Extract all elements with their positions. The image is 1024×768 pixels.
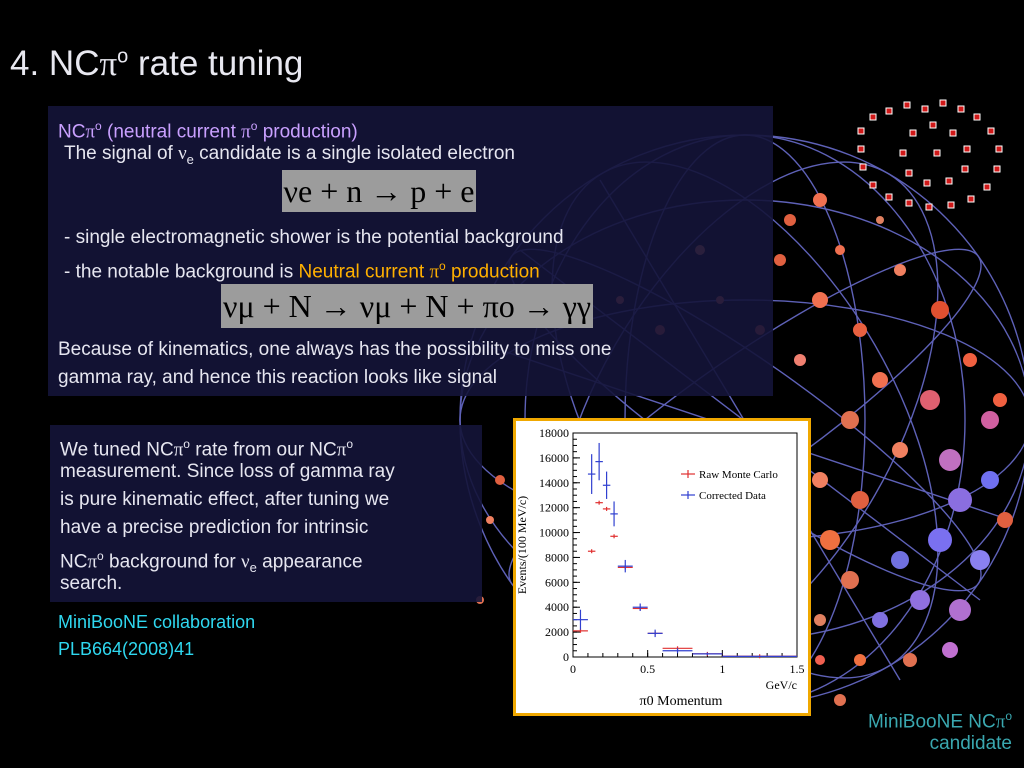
y-tick-label: 10000 [539, 526, 569, 540]
y-tick-label: 18000 [539, 426, 569, 440]
plot-frame [572, 432, 798, 658]
kinematics-line-2: gamma ray, and hence this reaction looks… [58, 367, 497, 388]
tuning-line-4: have a precise prediction for intrinsic [60, 517, 369, 538]
y-axis-label: Events/(100 MeV/c) [516, 496, 529, 594]
signal-line: The signal of νe candidate is a single i… [64, 143, 515, 167]
x-axis-unit: GeV/c [766, 678, 797, 692]
citation-collaboration: MiniBooNE collaboration [58, 612, 256, 632]
explanation-box [48, 106, 773, 396]
tuning-line-6: search. [60, 573, 123, 594]
tuning-line-3: is pure kinematic effect, after tuning w… [60, 489, 390, 510]
citation-reference: PLB664(2008)41 [58, 639, 195, 659]
tuning-box [50, 425, 482, 602]
x-tick-label: 1 [719, 662, 725, 676]
event-ring-markers [857, 99, 1003, 211]
corrected-data-legend-label: Corrected Data [699, 490, 766, 502]
y-tick-label: 14000 [539, 476, 569, 490]
x-tick-label: 0 [570, 662, 576, 676]
y-tick-label: 16000 [539, 451, 569, 465]
y-tick-label: 0 [563, 650, 569, 664]
x-axis-label: π0 Momentum [640, 694, 723, 709]
box-heading: NCπo (neutral current πo production) [58, 119, 358, 143]
signal-equation: νe + n → p + e [282, 170, 476, 212]
slide-title: 4. NCπo rate tuning [10, 44, 304, 83]
raw-monte-carlo-legend-label: Raw Monte Carlo [699, 469, 778, 481]
tuning-line-2: measurement. Since loss of gamma ray [60, 461, 395, 482]
chart-svg: 0 2000 4000 6000 8000 10000 12000 14000 16000 180… [515, 426, 805, 709]
background-equation: νμ + N → νμ + N + πo → γγ [221, 284, 593, 328]
y-tick-label: 2000 [545, 625, 569, 639]
kinematics-line-1: Because of kinematics, one always has th… [58, 339, 612, 360]
tuning-line-5: NCπo background for νe appearance [60, 549, 363, 576]
pi0-momentum-chart: 0 2000 4000 6000 8000 10000 12000 14000 16000 180… [513, 418, 811, 716]
tuning-line-1: We tuned NCπo rate from our NCπo [60, 437, 354, 461]
event-caption-line-1: MiniBooNE NCπo [867, 709, 1012, 733]
bullet-notable-background: - the notable background is Neutral curr… [64, 259, 540, 283]
y-tick-label: 8000 [545, 550, 569, 564]
y-tick-label: 6000 [545, 575, 569, 589]
event-caption-line-2: candidate [929, 733, 1012, 754]
y-tick-label: 4000 [545, 600, 569, 614]
y-tick-label: 12000 [539, 501, 569, 515]
bullet-em-shower: - single electromagnetic shower is the p… [64, 227, 564, 248]
x-tick-label: 0.5 [640, 662, 655, 676]
x-tick-label: 1.5 [790, 662, 805, 676]
